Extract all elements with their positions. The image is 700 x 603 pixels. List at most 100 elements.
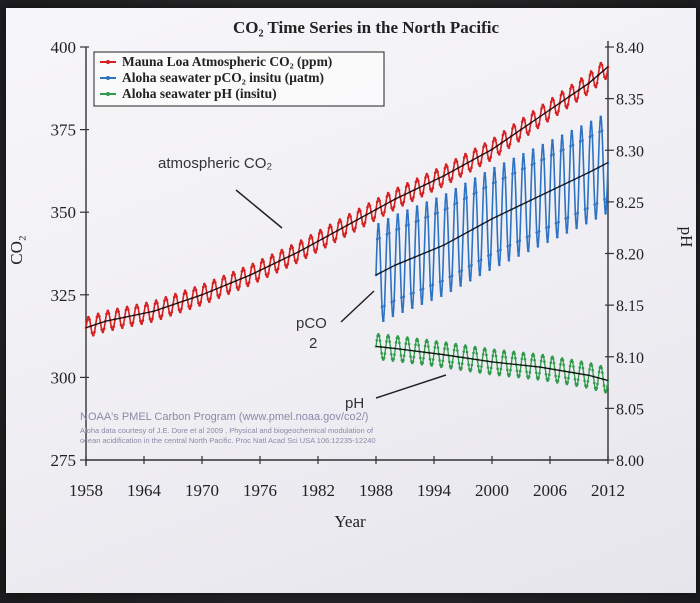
aloha-seawater-pco-insitu-atm-point xyxy=(551,139,554,142)
aloha-seawater-pco-insitu-atm-point xyxy=(402,295,406,298)
aloha-seawater-ph-insitu-point xyxy=(377,334,381,338)
aloha-seawater-ph-insitu-point xyxy=(518,374,521,377)
aloha-seawater-ph-insitu-point xyxy=(393,353,396,356)
mauna-loa-atmospheric-co-ppm-point xyxy=(201,286,205,289)
aloha-seawater-pco-insitu-atm-point xyxy=(564,217,567,220)
aloha-seawater-ph-insitu-point xyxy=(475,352,479,355)
mauna-loa-atmospheric-co-ppm-point xyxy=(552,99,555,102)
aloha-seawater-ph-insitu-point xyxy=(423,344,427,348)
mauna-loa-atmospheric-co-ppm-point xyxy=(185,291,188,295)
aloha-seawater-pco-insitu-atm-point xyxy=(477,259,481,263)
aloha-seawater-pco-insitu-atm-point xyxy=(530,163,534,166)
mauna-loa-atmospheric-co-ppm-point xyxy=(298,242,302,246)
mauna-loa-atmospheric-co-ppm-point xyxy=(493,136,496,140)
axes xyxy=(85,41,609,466)
mauna-loa-atmospheric-co-ppm-point xyxy=(182,292,186,296)
aloha-seawater-pco-insitu-atm-point xyxy=(438,280,442,284)
aloha-seawater-pco-insitu-atm-point xyxy=(407,223,410,226)
mauna-loa-atmospheric-co-ppm-point xyxy=(125,305,129,309)
aloha-seawater-ph-insitu-point xyxy=(426,340,429,344)
mauna-loa-atmospheric-co-ppm-point xyxy=(479,161,483,164)
aloha-seawater-pco-insitu-atm-point xyxy=(522,152,525,156)
mauna-loa-atmospheric-co-ppm-point xyxy=(591,71,594,75)
mauna-loa-atmospheric-co-ppm-point xyxy=(245,282,248,285)
mauna-loa-atmospheric-co-ppm-point xyxy=(435,168,438,171)
mauna-loa-atmospheric-co-ppm-point xyxy=(517,139,520,143)
aloha-seawater-ph-insitu-point xyxy=(431,358,435,361)
mauna-loa-atmospheric-co-ppm-point xyxy=(586,89,589,93)
x-tick-label: 1958 xyxy=(69,481,103,500)
right-tick-label: 8.35 xyxy=(616,92,644,109)
aloha-seawater-pco-insitu-atm-point xyxy=(499,248,502,252)
aloha-seawater-ph-insitu-point xyxy=(554,374,557,378)
mauna-loa-atmospheric-co-ppm-point xyxy=(303,254,307,257)
mauna-loa-atmospheric-co-ppm-point xyxy=(605,73,609,77)
aloha-seawater-ph-insitu-point xyxy=(440,363,444,367)
mauna-loa-atmospheric-co-ppm-point xyxy=(313,249,316,252)
mauna-loa-atmospheric-co-ppm-point xyxy=(556,113,559,116)
mauna-loa-atmospheric-co-ppm-point xyxy=(154,299,158,302)
mauna-loa-atmospheric-co-ppm-point xyxy=(475,149,478,153)
aloha-seawater-pco-insitu-atm-point xyxy=(506,245,510,248)
mauna-loa-atmospheric-co-ppm-point xyxy=(560,90,564,93)
mauna-loa-atmospheric-co-ppm-point xyxy=(211,282,215,285)
aloha-seawater-ph-insitu-point xyxy=(383,352,387,355)
aloha-seawater-ph-insitu-point xyxy=(397,336,400,340)
aloha-seawater-pco-insitu-atm-point xyxy=(460,269,464,272)
aloha-seawater-ph-insitu-point xyxy=(465,350,469,354)
aloha-seawater-pco-insitu-atm-point xyxy=(412,291,415,295)
aloha-seawater-ph-insitu-point xyxy=(572,365,575,368)
aloha-seawater-ph-insitu-point xyxy=(509,368,512,372)
mauna-loa-atmospheric-co-ppm-point xyxy=(327,227,331,230)
aloha-seawater-pco-insitu-atm-point xyxy=(424,216,427,219)
mauna-loa-atmospheric-co-ppm-point xyxy=(151,317,154,320)
mauna-loa-atmospheric-co-ppm-point xyxy=(588,74,592,77)
aloha-seawater-ph-insitu-point xyxy=(590,364,594,367)
aloha-seawater-ph-insitu-point xyxy=(417,344,421,347)
left-tick-label: 400 xyxy=(51,38,77,57)
mauna-loa-atmospheric-co-ppm-point xyxy=(116,307,119,311)
aloha-seawater-pco-insitu-atm-point xyxy=(593,203,596,206)
aloha-seawater-ph-insitu-point xyxy=(593,381,596,385)
mauna-loa-atmospheric-co-ppm-point xyxy=(600,63,604,67)
mauna-loa-atmospheric-co-ppm-point xyxy=(180,307,183,311)
x-tick-label: 1970 xyxy=(185,481,219,500)
mauna-loa-atmospheric-co-ppm-point xyxy=(320,231,323,234)
aloha-seawater-ph-insitu-point xyxy=(491,354,495,358)
aloha-seawater-ph-insitu-point xyxy=(547,377,550,381)
mauna-loa-atmospheric-co-ppm-point xyxy=(564,104,567,108)
mauna-loa-atmospheric-co-ppm-point xyxy=(415,177,419,180)
mauna-loa-atmospheric-co-ppm-point xyxy=(233,273,236,276)
mauna-loa-atmospheric-co-ppm-point xyxy=(293,259,297,262)
mauna-loa-atmospheric-co-ppm-point xyxy=(93,330,96,334)
aloha-seawater-ph-insitu-point xyxy=(409,355,412,358)
aloha-seawater-pco-insitu-atm-point xyxy=(586,206,589,210)
right-tick-label: 8.10 xyxy=(616,350,644,367)
aloha-seawater-pco-insitu-atm-point xyxy=(600,129,604,132)
mauna-loa-atmospheric-co-ppm-point xyxy=(237,288,240,292)
mauna-loa-atmospheric-co-ppm-point xyxy=(594,85,598,89)
aloha-seawater-pco-insitu-atm-point xyxy=(420,302,424,306)
aloha-seawater-ph-insitu-point xyxy=(392,357,396,361)
mauna-loa-atmospheric-co-ppm-point xyxy=(377,197,380,200)
aloha-seawater-pco-insitu-atm-point xyxy=(380,305,384,309)
mauna-loa-atmospheric-co-ppm-point xyxy=(193,286,197,289)
mauna-loa-atmospheric-co-ppm-point xyxy=(441,182,444,185)
mauna-loa-atmospheric-co-ppm-point xyxy=(214,281,217,284)
mauna-loa-atmospheric-co-ppm-point xyxy=(153,302,157,306)
mauna-loa-atmospheric-co-ppm-point xyxy=(127,308,130,311)
aloha-seawater-ph-insitu-point xyxy=(527,375,531,378)
aloha-seawater-pco-insitu-atm-point xyxy=(560,134,564,137)
aloha-seawater-pco-insitu-atm-point xyxy=(566,216,570,219)
mauna-loa-atmospheric-co-ppm-point xyxy=(164,296,168,299)
aloha-seawater-ph-insitu-point xyxy=(533,359,536,362)
mauna-loa-atmospheric-co-ppm-point xyxy=(527,133,530,136)
mauna-loa-atmospheric-co-ppm-point xyxy=(557,109,560,113)
aloha-seawater-pco-insitu-atm-point xyxy=(525,235,529,239)
mauna-loa-atmospheric-co-ppm-point xyxy=(496,151,500,154)
aloha-seawater-pco-insitu-atm-point xyxy=(377,222,380,226)
aloha-seawater-pco-insitu-atm-point xyxy=(591,134,594,137)
credit-line-2: Aloha data courtesy of J.E. Dore et al 2… xyxy=(80,426,374,435)
aloha-seawater-ph-insitu-point xyxy=(506,368,509,372)
legend-entry: Aloha seawater pCO₂ insitu (μatm) xyxy=(122,70,324,85)
